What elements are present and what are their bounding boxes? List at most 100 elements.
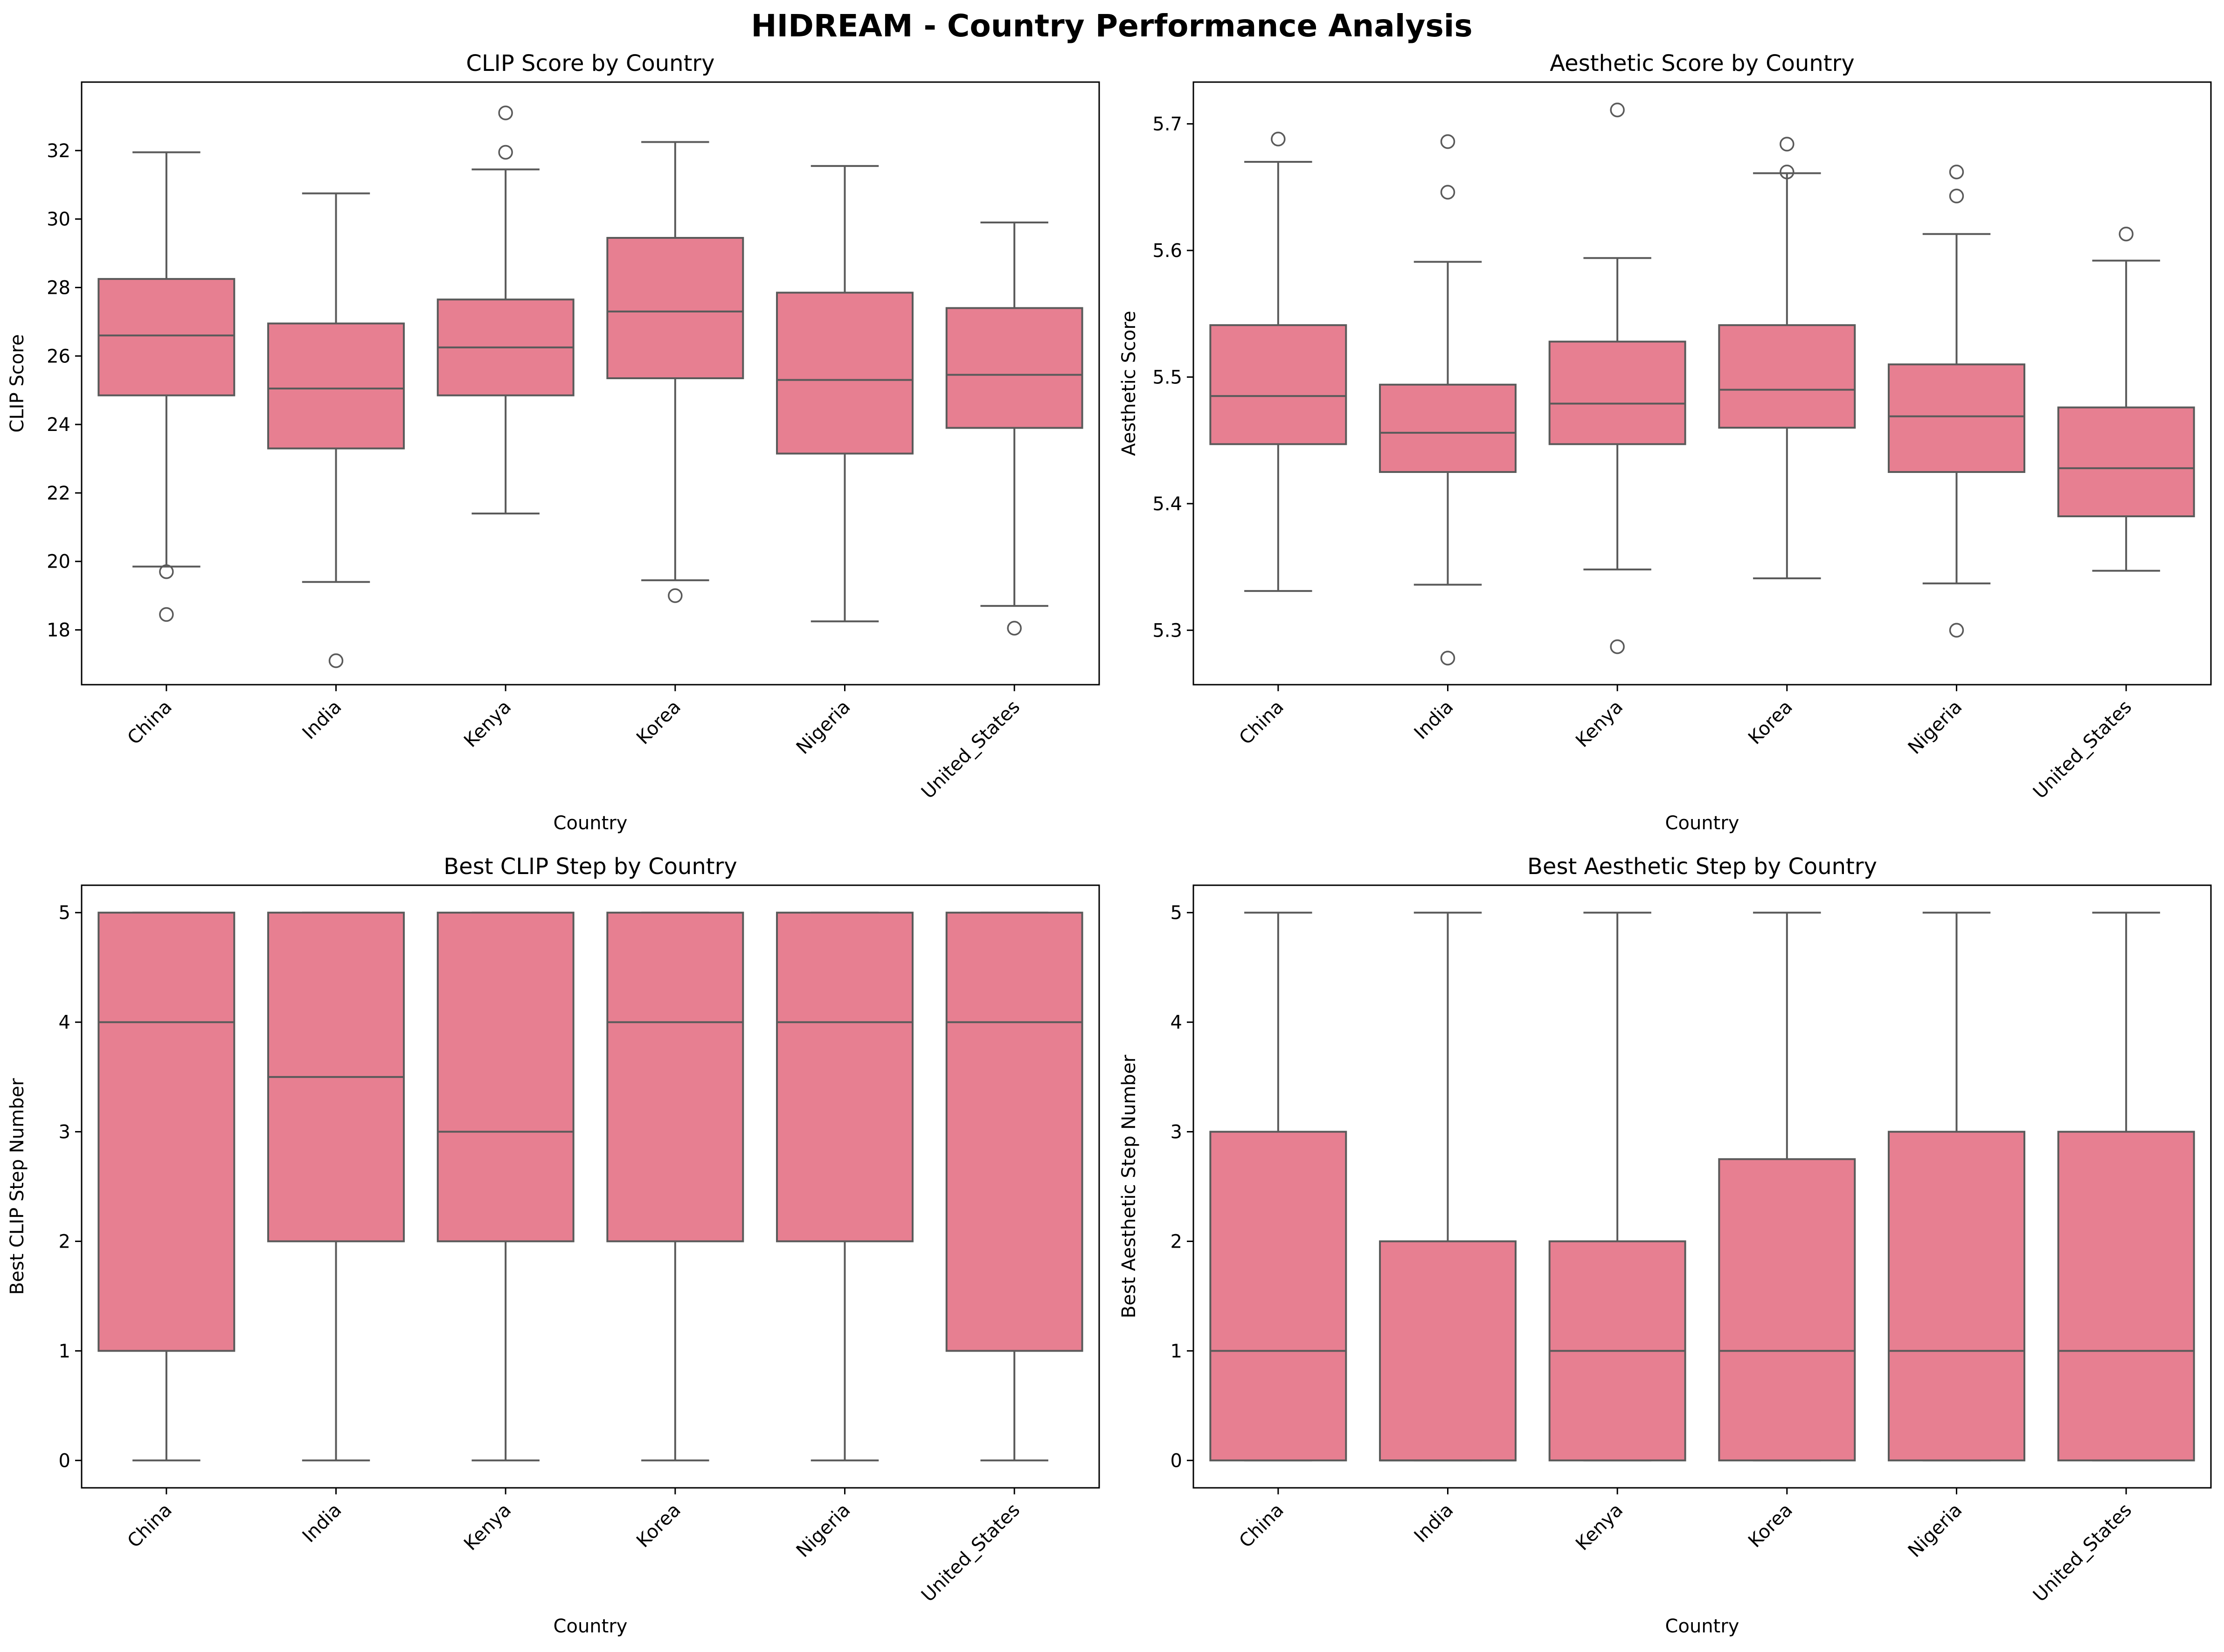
box-iqr — [2057, 406, 2195, 517]
box-iqr — [97, 278, 236, 396]
y-tick-label: 20 — [47, 551, 70, 573]
y-tick-label: 0 — [59, 1450, 70, 1472]
outlier-point — [328, 653, 344, 668]
box-korea — [606, 911, 744, 1462]
y-tick-label: 1 — [59, 1340, 70, 1362]
box-united_states — [2057, 911, 2195, 1462]
outlier-point — [1271, 132, 1286, 146]
y-axis-label: CLIP Score — [7, 334, 28, 433]
y-tick-label: 5.7 — [1152, 114, 1182, 135]
box-united_states — [945, 221, 1083, 636]
outlier-point — [2119, 226, 2134, 242]
outlier-point — [668, 588, 683, 603]
axes-frame — [1192, 884, 2212, 1489]
subplot-title: Best CLIP Step by Country — [443, 854, 737, 880]
figure-suptitle: HIDREAM - Country Performance Analysis — [751, 8, 1472, 44]
y-tick-label: 18 — [47, 620, 70, 641]
box-kenya — [436, 105, 575, 514]
y-tick-label: 2 — [59, 1231, 70, 1252]
box-kenya — [1548, 102, 1686, 654]
outlier-point — [1949, 188, 1964, 204]
box-iqr — [945, 911, 1083, 1352]
box-iqr — [436, 911, 575, 1242]
box-united_states — [945, 911, 1083, 1462]
x-axis-label: Country — [1665, 812, 1739, 834]
box-iqr — [945, 307, 1083, 429]
y-tick-label: 4 — [59, 1012, 70, 1034]
box-nigeria — [776, 165, 914, 623]
axes-frame — [1192, 81, 2212, 686]
outlier-point — [1440, 651, 1455, 666]
outlier-point — [498, 105, 513, 120]
box-iqr — [267, 322, 405, 450]
box-iqr — [1548, 340, 1686, 445]
box-iqr — [1379, 383, 1517, 473]
subplot-title: Aesthetic Score by Country — [1550, 50, 1855, 76]
box-iqr — [1718, 324, 1856, 429]
outlier-point — [1440, 134, 1455, 149]
box-india — [1379, 134, 1517, 666]
y-axis-label: Best Aesthetic Step Number — [1118, 1055, 1140, 1319]
box-iqr — [2057, 1131, 2195, 1462]
y-tick-label: 5 — [1171, 902, 1182, 924]
outlier-point — [1780, 164, 1794, 180]
x-axis-label: Country — [554, 1616, 628, 1637]
y-tick-label: 3 — [59, 1122, 70, 1143]
y-tick-label: 30 — [47, 209, 70, 230]
y-axis-label: Best CLIP Step Number — [7, 1078, 28, 1295]
outlier-point — [498, 145, 513, 160]
box-iqr — [606, 911, 744, 1242]
y-axis-label: Aesthetic Score — [1118, 311, 1140, 456]
outlier-point — [1780, 137, 1794, 152]
y-tick-label: 5.5 — [1152, 367, 1182, 388]
y-tick-label: 5.6 — [1152, 240, 1182, 262]
axes-frame — [81, 81, 1100, 686]
y-tick-label: 1 — [1171, 1340, 1182, 1362]
box-china — [97, 911, 236, 1462]
y-tick-label: 5.4 — [1152, 493, 1182, 515]
outlier-point — [159, 607, 174, 622]
outlier-point — [1440, 185, 1455, 200]
outlier-point — [159, 564, 174, 579]
y-tick-label: 2 — [1171, 1231, 1182, 1252]
outlier-point — [1610, 102, 1625, 118]
y-tick-label: 4 — [1171, 1012, 1182, 1034]
box-kenya — [436, 911, 575, 1462]
y-tick-label: 26 — [47, 346, 70, 367]
y-tick-label: 22 — [47, 483, 70, 504]
box-kenya — [1548, 911, 1686, 1462]
box-nigeria — [1888, 911, 2025, 1462]
outlier-point — [1949, 164, 1964, 180]
box-united_states — [2057, 226, 2195, 572]
x-axis-label: Country — [554, 812, 628, 834]
subplot-title: CLIP Score by Country — [466, 50, 714, 76]
box-iqr — [1888, 363, 2025, 473]
box-iqr — [606, 237, 744, 379]
box-iqr — [97, 911, 236, 1352]
box-india — [267, 911, 405, 1462]
y-tick-label: 0 — [1171, 1450, 1182, 1472]
y-tick-label: 5.3 — [1152, 620, 1182, 641]
box-nigeria — [776, 911, 914, 1462]
box-iqr — [1209, 1131, 1347, 1462]
axes-frame — [81, 884, 1100, 1489]
box-china — [1209, 911, 1347, 1462]
box-korea — [1718, 911, 1856, 1462]
y-tick-label: 32 — [47, 140, 70, 162]
box-india — [1379, 911, 1517, 1462]
box-china — [1209, 132, 1347, 592]
y-tick-label: 3 — [1171, 1122, 1182, 1143]
box-iqr — [1718, 1158, 1856, 1462]
box-korea — [606, 141, 744, 603]
y-tick-label: 24 — [47, 414, 70, 436]
y-tick-label: 28 — [47, 277, 70, 298]
outlier-point — [1610, 639, 1625, 654]
box-india — [267, 192, 405, 668]
box-iqr — [1888, 1131, 2025, 1462]
subplot-title: Best Aesthetic Step by Country — [1527, 854, 1877, 880]
x-axis-label: Country — [1665, 1616, 1739, 1637]
box-nigeria — [1888, 164, 2025, 638]
